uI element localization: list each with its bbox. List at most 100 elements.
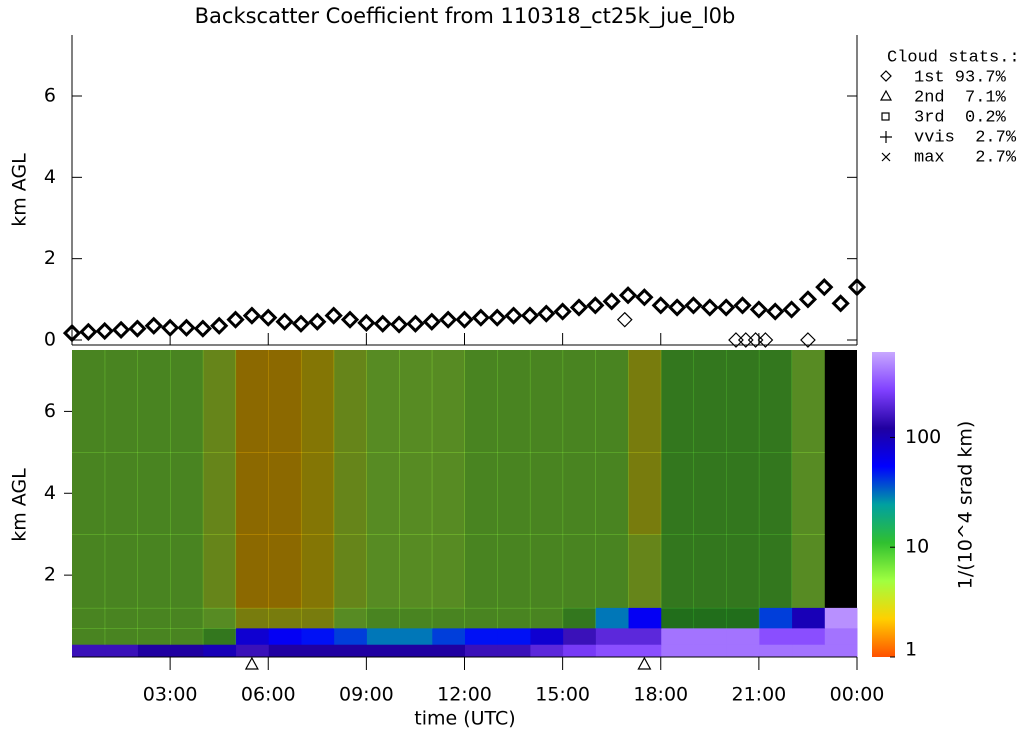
heatmap-cell	[399, 534, 433, 609]
colorbar-tick-label: 100	[905, 426, 941, 448]
heatmap-cell	[595, 350, 629, 453]
heatmap-cell	[791, 644, 825, 658]
cloud-base-point	[847, 278, 867, 297]
cloud-base-point	[504, 306, 523, 325]
cloud-base-point	[569, 298, 589, 317]
heatmap-cell	[333, 607, 367, 629]
heatmap-cell	[497, 628, 531, 646]
heatmap-cell	[595, 628, 629, 646]
heatmap-cell	[628, 534, 662, 609]
cloud-base-point	[340, 310, 360, 329]
heatmap-cell	[104, 607, 138, 629]
cloud-base-point	[455, 310, 474, 329]
heatmap-cell	[824, 644, 858, 658]
heatmap-cell	[202, 534, 237, 609]
heatmap-cell	[333, 534, 367, 609]
heatmap-cell	[431, 607, 465, 629]
cloud-base-point	[831, 294, 850, 313]
heatmap-cell	[726, 607, 760, 629]
heatmap-cell	[693, 534, 727, 609]
cloud-base-point	[95, 321, 114, 341]
x-tick-label: 18:00	[633, 684, 688, 706]
heatmap-cell	[104, 534, 138, 609]
heatmap-cell	[170, 452, 204, 535]
heatmap-cell	[268, 628, 302, 646]
heatmap-cell	[464, 534, 498, 609]
heatmap-cell	[300, 534, 335, 609]
heatmap-cell	[366, 452, 400, 535]
heatmap-cell	[268, 534, 302, 609]
heatmap-cell	[366, 534, 400, 609]
heatmap-cell	[562, 628, 596, 646]
cloud-base-point	[766, 302, 785, 321]
cloud-base-point	[618, 286, 638, 305]
x-tick-label: 21:00	[731, 684, 786, 706]
y-tick-label: 2	[44, 564, 56, 586]
heatmap-cell	[170, 534, 204, 609]
cloud-base-point	[553, 302, 572, 321]
cloud-base-point	[439, 310, 458, 329]
heatmap-cell	[693, 628, 727, 646]
x-tick-label: 09:00	[339, 684, 394, 706]
cloud-base-point	[520, 306, 540, 325]
cloud-base-point	[210, 316, 229, 335]
cloud-base-point	[537, 304, 556, 323]
heatmap-cell	[497, 534, 531, 609]
heatmap-cell	[366, 628, 400, 646]
heatmap-cell	[235, 628, 269, 646]
cloud-base-point	[488, 308, 507, 327]
heatmap-cell	[693, 644, 727, 658]
heatmap-cell	[72, 350, 106, 453]
cloud-base-point	[800, 332, 816, 348]
cloud-base-point	[733, 296, 752, 315]
x-tick-label: 00:00	[830, 684, 885, 706]
heatmap-cell	[595, 534, 629, 609]
heatmap-cell	[72, 452, 106, 535]
heatmap-cell	[72, 607, 106, 629]
heatmap-cell	[202, 452, 237, 535]
heatmap-cell	[104, 644, 138, 658]
heatmap-cell	[137, 628, 171, 646]
heatmap-cell	[104, 452, 138, 535]
heatmap-cell	[758, 607, 793, 629]
heatmap-cell	[431, 452, 465, 535]
heatmap-cell	[791, 628, 825, 646]
legend-symbol	[880, 70, 892, 82]
heatmap-cell	[235, 644, 269, 658]
heatmap-cell	[791, 607, 825, 629]
y-tick-label: 4	[44, 482, 56, 504]
heatmap-cell	[529, 534, 564, 609]
heatmap-cell	[202, 607, 237, 629]
legend-entry: vvis 2.7%	[914, 128, 1017, 147]
heatmap-cell	[333, 644, 367, 658]
heatmap-cell	[137, 350, 171, 453]
legend-entry: 1st 93.7%	[914, 68, 1007, 87]
heatmap-cell	[529, 350, 564, 453]
heatmap-cell	[660, 452, 694, 535]
heatmap-cell	[497, 607, 531, 629]
cloud-base-point	[389, 315, 409, 334]
cloud-base-point	[700, 298, 719, 317]
cloud-base-point	[749, 300, 768, 319]
heatmap-cell	[431, 644, 465, 658]
heatmap-cell	[268, 350, 302, 453]
heatmap-cell	[660, 534, 694, 609]
chart-title: Backscatter Coefficient from 110318_ct25…	[195, 4, 736, 29]
heatmap-cell	[726, 452, 760, 535]
legend-entry: 3rd 0.2%	[914, 108, 1007, 127]
heatmap-cell	[170, 628, 204, 646]
heatmap-cell	[562, 607, 596, 629]
heatmap-cell	[202, 350, 237, 453]
y-tick-label: 0	[44, 329, 56, 351]
cloud-base-point	[242, 306, 262, 325]
heatmap-cell	[628, 607, 662, 629]
heatmap-cell	[399, 350, 433, 453]
cloud-base-point	[308, 312, 327, 331]
legend-symbols	[879, 70, 893, 162]
heatmap-cell	[202, 628, 237, 646]
heatmap-cell	[726, 534, 760, 609]
heatmap-cell	[137, 534, 171, 609]
heatmap-cell	[758, 534, 793, 609]
heatmap-cell	[562, 644, 596, 658]
